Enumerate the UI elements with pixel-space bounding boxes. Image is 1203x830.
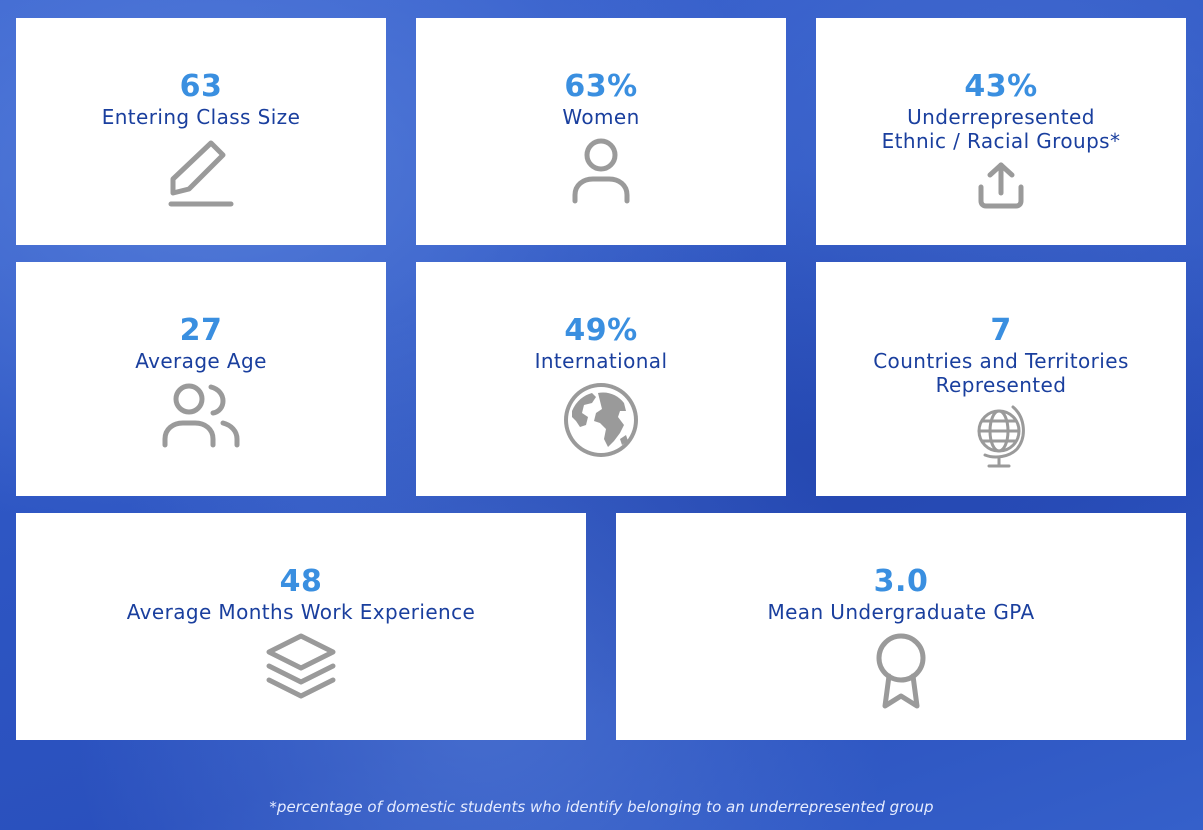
stat-value: 7 xyxy=(990,313,1012,348)
user-icon xyxy=(572,138,630,204)
earth-globe-icon xyxy=(564,383,638,457)
stat-label: Entering Class Size xyxy=(101,105,301,129)
stat-label: Mean Undergraduate GPA xyxy=(767,600,1035,624)
desk-globe-icon xyxy=(977,405,1025,468)
upload-icon xyxy=(978,162,1024,209)
stat-value: 3.0 xyxy=(873,564,929,599)
stat-card-women: 63% Women xyxy=(416,18,786,245)
stat-value: 43% xyxy=(964,69,1038,104)
stat-card-underrepresented: 43% Underrepresented Ethnic / Racial Gro… xyxy=(816,18,1186,245)
stat-label: Countries and Territories Represented xyxy=(873,349,1129,397)
stat-card-international: 49% International xyxy=(416,262,786,496)
award-ribbon-icon xyxy=(876,633,926,709)
stat-value: 63% xyxy=(564,69,638,104)
stat-value: 49% xyxy=(564,313,638,348)
stat-value: 27 xyxy=(179,313,223,348)
stat-card-average-age: 27 Average Age xyxy=(16,262,386,496)
stat-card-countries: 7 Countries and Territories Represented xyxy=(816,262,1186,496)
stat-value: 48 xyxy=(279,564,323,599)
stat-label: Women xyxy=(562,105,640,129)
stat-label: Average Months Work Experience xyxy=(126,600,476,624)
stat-card-work-experience: 48 Average Months Work Experience xyxy=(16,513,586,740)
stat-label: Underrepresented Ethnic / Racial Groups* xyxy=(881,105,1121,153)
stat-card-gpa: 3.0 Mean Undergraduate GPA xyxy=(616,513,1186,740)
pencil-icon xyxy=(168,140,234,207)
stat-card-class-size: 63 Entering Class Size xyxy=(16,18,386,245)
footnote: *percentage of domestic students who ide… xyxy=(269,798,934,816)
users-icon xyxy=(162,383,240,448)
stat-label: International xyxy=(534,349,668,373)
stat-label: Average Age xyxy=(135,349,267,373)
stat-value: 63 xyxy=(179,69,223,104)
layers-icon xyxy=(266,633,336,699)
